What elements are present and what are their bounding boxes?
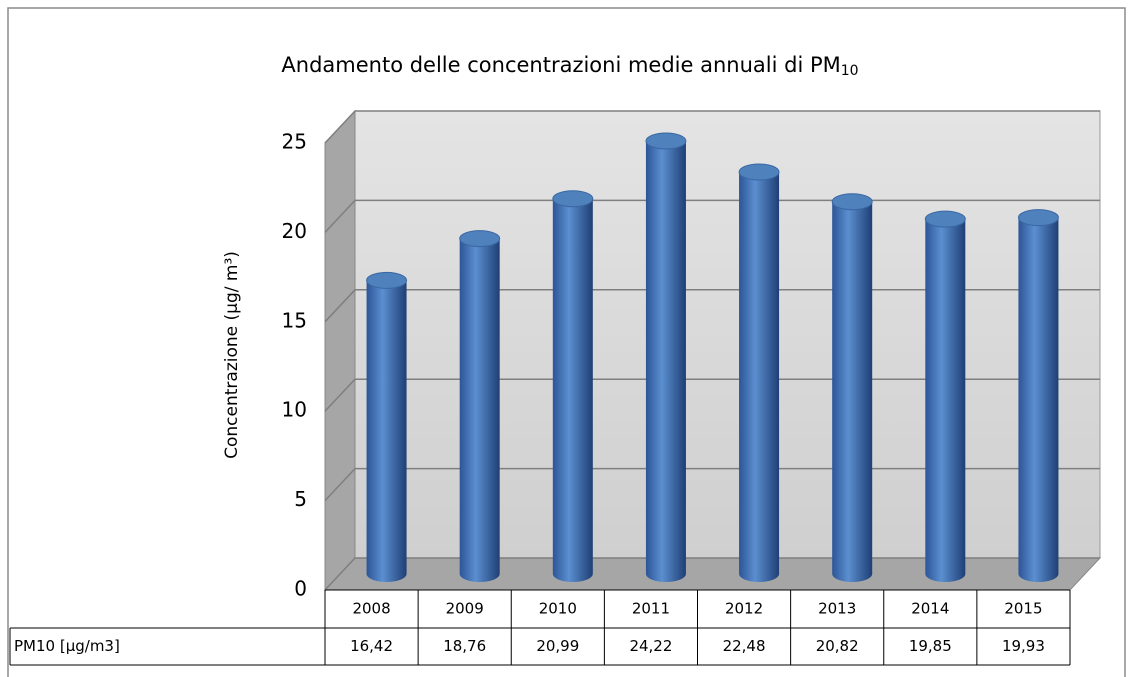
y-tick-label: 5 <box>294 487 307 511</box>
y-tick-label: 25 <box>282 130 307 154</box>
data-label: 19,85 <box>909 637 952 655</box>
data-label: 16,42 <box>350 637 393 655</box>
bar-top <box>366 271 408 289</box>
x-tick-label: 2011 <box>632 600 670 618</box>
data-label: 18,76 <box>443 637 486 655</box>
x-tick-label: 2008 <box>352 600 390 618</box>
title-subscript: 10 <box>841 63 859 79</box>
bar-top <box>738 163 780 181</box>
bar-top <box>645 132 687 150</box>
bar <box>552 198 593 583</box>
legend-entry: PM10 [µg/m3] <box>14 637 120 655</box>
data-label: 22,48 <box>723 637 766 655</box>
chart-title: Andamento delle concentrazioni medie ann… <box>281 53 858 79</box>
bar <box>925 219 966 582</box>
x-tick-label: 2009 <box>446 600 484 618</box>
bar <box>832 201 873 582</box>
x-tick-label: 2010 <box>539 600 577 618</box>
bar-top <box>552 190 594 208</box>
y-tick-label: 10 <box>282 398 307 422</box>
data-label: 20,82 <box>816 637 859 655</box>
bar-top <box>459 230 501 248</box>
y-axis-label: Concentrazione (µg/ m³) <box>222 251 242 459</box>
bar <box>1018 217 1059 582</box>
floor <box>323 557 1102 591</box>
bar-top <box>1017 209 1059 227</box>
data-label: 20,99 <box>536 637 579 655</box>
bar-top <box>924 210 966 228</box>
x-tick-label: 2014 <box>911 600 949 618</box>
side-wall <box>324 109 356 592</box>
bar-top <box>831 193 873 211</box>
y-tick-label: 20 <box>282 219 307 243</box>
bar <box>739 172 780 582</box>
data-label: 19,93 <box>1002 637 1045 655</box>
y-tick-label: 0 <box>294 577 307 601</box>
grid-line <box>324 110 1100 144</box>
bar <box>645 140 686 582</box>
x-tick-label: 2013 <box>818 600 856 618</box>
bar <box>459 238 500 582</box>
bar <box>366 280 407 582</box>
x-tick-label: 2015 <box>1004 600 1042 618</box>
x-tick-label: 2012 <box>725 600 763 618</box>
data-label: 24,22 <box>629 637 672 655</box>
title-main: Andamento delle concentrazioni medie ann… <box>281 53 840 77</box>
y-tick-label: 15 <box>282 308 307 332</box>
